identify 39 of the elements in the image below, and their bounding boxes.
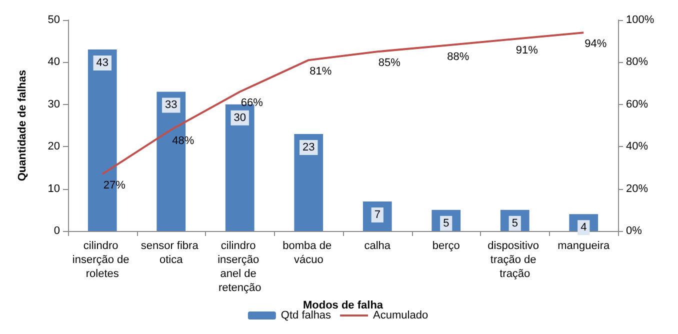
x-tick-label: cilindro inserção anel de retenção — [218, 240, 262, 294]
data-label: 81% — [310, 66, 332, 78]
y-tick-label: 10 — [48, 182, 60, 195]
data-label: 88% — [447, 50, 470, 63]
legend-label: Qtd falhas — [280, 310, 332, 322]
bar — [294, 134, 324, 231]
y2-tick-label: 100% — [626, 14, 654, 26]
x-tick-label: bomba de vácuo — [282, 240, 335, 266]
y-tick-label: 30 — [48, 98, 60, 110]
data-label: 5 — [512, 217, 518, 230]
data-label: 7 — [374, 208, 380, 221]
x-tick-label: mangueira — [558, 240, 610, 252]
y2-tick-label: 40% — [626, 140, 648, 153]
data-label: 33 — [165, 99, 178, 112]
y-tick-label: 50 — [48, 14, 60, 26]
y-tick-label: 20 — [48, 140, 60, 153]
data-label: 91% — [516, 44, 538, 56]
y2-tick-label: 60% — [626, 98, 648, 110]
y-tick-label: 0 — [54, 225, 60, 237]
x-tick-label: sensor fibra otica — [140, 240, 202, 266]
data-label: 23 — [302, 141, 315, 154]
x-tick-label: cilindro inserção de roletes — [72, 240, 132, 280]
legend-label: Acumulado — [373, 310, 428, 322]
x-tick-label: dispositivo tração de tração — [488, 240, 542, 280]
data-label: 43 — [96, 57, 108, 70]
data-label: 94% — [584, 38, 607, 50]
y-tick-label: 40 — [48, 56, 60, 68]
y2-tick-label: 0% — [626, 225, 642, 237]
x-tick-label: berço — [432, 240, 460, 252]
x-tick-label: calha — [364, 240, 392, 252]
data-label: 85% — [378, 57, 401, 70]
data-label: 5 — [443, 217, 450, 230]
y2-tick-label: 20% — [626, 182, 648, 195]
data-label: 4 — [580, 222, 587, 234]
y-axis-title: Quantidade de falhas — [16, 70, 28, 182]
data-label: 30 — [234, 112, 246, 124]
y2-tick-label: 80% — [626, 56, 648, 68]
data-label: 66% — [240, 97, 264, 110]
x-axis-title: Modos de falha — [302, 299, 384, 312]
